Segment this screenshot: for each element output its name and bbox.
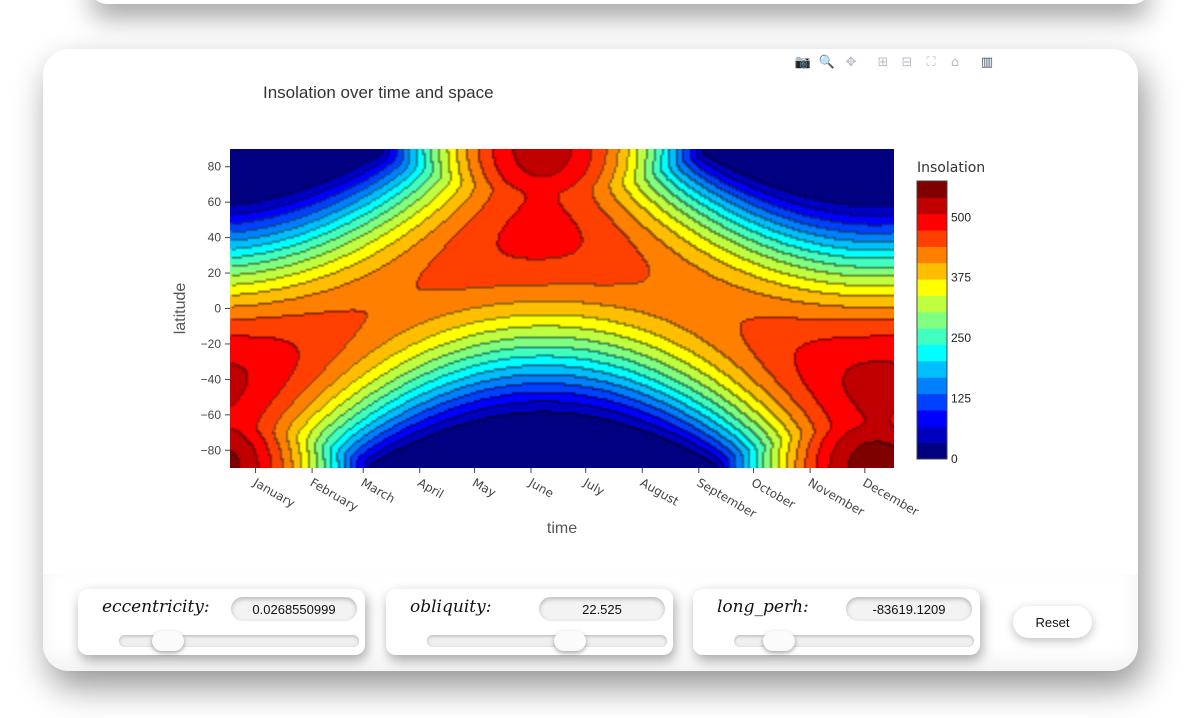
obliquity-control: obliquity: 22.525 bbox=[386, 589, 673, 655]
y-tick-label: 60 bbox=[208, 195, 222, 209]
pan-icon[interactable]: ✥ bbox=[845, 54, 857, 70]
contour-field bbox=[230, 149, 894, 468]
x-tick-label: August bbox=[638, 475, 682, 508]
y-tick-label: −60 bbox=[201, 408, 222, 422]
zoom-out-icon[interactable]: ⊟ bbox=[901, 54, 913, 70]
eccentricity-slider-thumb[interactable] bbox=[152, 631, 185, 651]
long-perh-slider-thumb[interactable] bbox=[763, 631, 796, 651]
y-tick-label: 80 bbox=[208, 160, 222, 174]
autoscale-icon[interactable]: ⛶ bbox=[926, 54, 936, 70]
colorbar-band bbox=[917, 181, 947, 198]
colorbar-band bbox=[917, 197, 947, 215]
colorbar-outline bbox=[916, 180, 948, 460]
eccentricity-label: eccentricity: bbox=[102, 597, 210, 617]
y-tick-label: −20 bbox=[201, 337, 222, 351]
y-tick-label: 20 bbox=[208, 266, 222, 280]
colorbar-band bbox=[917, 328, 947, 346]
colorbar-band bbox=[917, 344, 947, 362]
colorbar-band bbox=[917, 246, 947, 264]
x-tick-label: June bbox=[526, 475, 557, 501]
colorbar-band bbox=[917, 213, 947, 231]
obliquity-label: obliquity: bbox=[410, 597, 492, 617]
obliquity-slider-thumb[interactable] bbox=[553, 631, 586, 651]
x-tick-label: January bbox=[250, 475, 297, 510]
x-axis-title: time bbox=[547, 520, 577, 537]
app-card: 📷 🔍 ✥ ⊞ ⊟ ⛶ ⌂ ▥ Insolation over time and space … bbox=[43, 49, 1138, 671]
colorbar-band bbox=[917, 360, 947, 378]
x-tick-label: March bbox=[359, 475, 398, 505]
x-tick-label: September bbox=[694, 475, 758, 520]
reset-button[interactable]: Reset bbox=[1013, 606, 1092, 638]
y-axis-title: latitude bbox=[172, 283, 189, 335]
colorbar-tick-label: 0 bbox=[951, 452, 958, 466]
colorbar-band bbox=[917, 279, 947, 296]
x-tick-label: April bbox=[415, 475, 446, 501]
colorbar-band bbox=[917, 295, 947, 313]
colorbar-band bbox=[917, 393, 947, 411]
colorbar-band bbox=[917, 262, 947, 280]
eccentricity-value[interactable]: 0.0268550999 bbox=[231, 597, 357, 621]
controls-bar: eccentricity: 0.0268550999 obliquity: 22… bbox=[43, 574, 1138, 671]
colorbar-band bbox=[917, 426, 947, 444]
y-tick-label: −40 bbox=[201, 372, 222, 386]
colorbar-tick-label: 125 bbox=[951, 392, 971, 406]
x-tick-label: November bbox=[806, 475, 867, 518]
y-tick-label: 0 bbox=[214, 302, 221, 316]
obliquity-slider[interactable] bbox=[427, 631, 667, 651]
eccentricity-slider[interactable] bbox=[119, 631, 359, 651]
x-tick-label: December bbox=[860, 475, 921, 518]
colorbar-title: Insolation bbox=[917, 160, 985, 176]
colorbar-band bbox=[917, 230, 947, 247]
colorbar-band bbox=[917, 311, 947, 329]
chart-title: Insolation over time and space bbox=[263, 83, 494, 102]
background-card-edge bbox=[90, 0, 1150, 4]
colorbar-band bbox=[917, 442, 947, 460]
y-tick-label: 40 bbox=[208, 231, 222, 245]
insolation-chart[interactable]: 80 60 40 20 0 −20 −40 −60 −80 January FebruaryMarc… bbox=[43, 49, 1138, 574]
plotly-logo-icon[interactable]: ▥ bbox=[980, 54, 994, 70]
zoom-icon[interactable]: 🔍 bbox=[818, 54, 836, 70]
eccentricity-control: eccentricity: 0.0268550999 bbox=[78, 589, 365, 655]
colorbar-band bbox=[917, 377, 947, 395]
long-perh-label: long_perh: bbox=[717, 597, 809, 617]
x-tick-label: February bbox=[308, 475, 361, 514]
home-icon[interactable]: ⌂ bbox=[950, 54, 960, 70]
plot-area: 📷 🔍 ✥ ⊞ ⊟ ⛶ ⌂ ▥ Insolation over time and space … bbox=[43, 49, 1138, 574]
colorbar-band bbox=[917, 409, 947, 427]
y-tick-label: −80 bbox=[201, 443, 222, 457]
zoom-in-icon[interactable]: ⊞ bbox=[877, 54, 889, 70]
modebar: 📷 🔍 ✥ ⊞ ⊟ ⛶ ⌂ ▥ bbox=[791, 53, 999, 71]
long-perh-slider[interactable] bbox=[734, 631, 974, 651]
camera-icon[interactable]: 📷 bbox=[794, 54, 812, 70]
long-perh-control: long_perh: -83619.1209 bbox=[693, 589, 980, 655]
colorbar-tick-label: 375 bbox=[951, 271, 971, 285]
colorbar-tick-label: 500 bbox=[951, 210, 971, 224]
x-tick-label: July bbox=[580, 475, 607, 498]
long-perh-value[interactable]: -83619.1209 bbox=[846, 597, 972, 621]
obliquity-value[interactable]: 22.525 bbox=[539, 597, 665, 621]
x-tick-label: May bbox=[470, 475, 498, 500]
colorbar-tick-label: 250 bbox=[951, 331, 971, 345]
